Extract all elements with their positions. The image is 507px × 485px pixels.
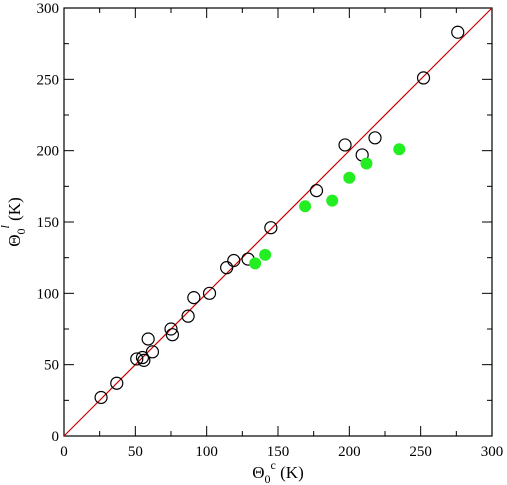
open-data-point bbox=[110, 376, 124, 390]
filled-data-point bbox=[249, 257, 262, 270]
x-tick-label: 100 bbox=[195, 444, 218, 460]
x-axis-label-main: Θ bbox=[252, 463, 264, 482]
filled-data-point bbox=[259, 248, 272, 261]
open-data-point bbox=[165, 328, 180, 342]
open-data-point bbox=[181, 309, 195, 323]
open-data-point bbox=[141, 332, 155, 346]
open-data-point bbox=[338, 138, 352, 152]
open-data-point bbox=[130, 352, 144, 366]
open-data-point bbox=[137, 353, 151, 367]
axis-ticks: 0 50 100 150 200 250 300 0 50 100 150 200 250 300 bbox=[37, 1, 504, 460]
x-tick-label: 250 bbox=[409, 444, 432, 460]
y-axis-label-sub: 0 bbox=[14, 228, 28, 234]
filled-data-point bbox=[326, 194, 339, 207]
open-data-point bbox=[164, 322, 178, 336]
y-tick-label: 50 bbox=[44, 358, 59, 374]
open-data-point bbox=[416, 71, 431, 85]
x-axis-label-sup: c bbox=[271, 458, 276, 472]
filled-data-point bbox=[343, 171, 356, 184]
open-data-point bbox=[145, 345, 160, 359]
open-data-point bbox=[227, 253, 241, 268]
y-tick-label: 150 bbox=[37, 215, 60, 231]
x-tick-label: 50 bbox=[128, 444, 143, 460]
open-data-point bbox=[309, 184, 324, 198]
open-data-point bbox=[94, 390, 108, 405]
open-data-point bbox=[264, 221, 278, 235]
x-axis-label: Θ0c (K) bbox=[252, 458, 303, 485]
y-axis-label: Θ0l (K) bbox=[0, 197, 28, 246]
x-axis-label-sub: 0 bbox=[265, 472, 271, 485]
x-axis-label-unit: (K) bbox=[276, 463, 304, 482]
open-data-point bbox=[220, 261, 234, 275]
y-axis-label-sup: l bbox=[0, 224, 12, 228]
reference-line bbox=[63, 7, 493, 437]
open-data-point bbox=[202, 286, 217, 300]
open-data-point bbox=[135, 350, 150, 365]
filled-data-point bbox=[360, 157, 373, 170]
open-data-point bbox=[187, 291, 201, 305]
open-data-point bbox=[451, 25, 465, 39]
y-tick-label: 100 bbox=[37, 286, 60, 302]
filled-data-point bbox=[299, 200, 312, 213]
y-tick-label: 0 bbox=[52, 429, 60, 445]
y-tick-label: 300 bbox=[37, 1, 60, 17]
x-tick-label: 0 bbox=[60, 444, 68, 460]
data-points bbox=[94, 25, 465, 405]
y-axis-label-unit: (K) bbox=[5, 197, 24, 225]
y-tick-label: 200 bbox=[37, 144, 60, 160]
y-axis-label-main: Θ bbox=[5, 234, 24, 246]
filled-data-point bbox=[393, 143, 406, 156]
open-data-point bbox=[368, 131, 382, 145]
x-tick-label: 150 bbox=[267, 444, 290, 460]
x-tick-label: 200 bbox=[338, 444, 361, 460]
x-tick-label: 300 bbox=[481, 444, 504, 460]
y-tick-label: 250 bbox=[37, 72, 60, 88]
